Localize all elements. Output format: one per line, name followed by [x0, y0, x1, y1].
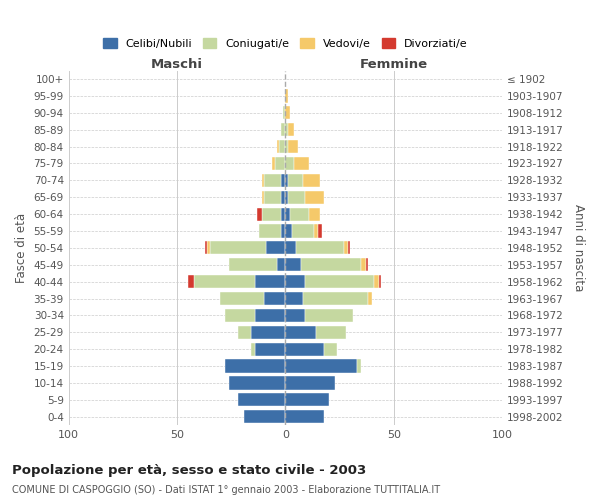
- Bar: [286, 326, 316, 339]
- Bar: [287, 190, 305, 204]
- Bar: [357, 360, 361, 372]
- Bar: [302, 292, 368, 305]
- Bar: [286, 309, 305, 322]
- Bar: [220, 292, 263, 305]
- Bar: [348, 242, 350, 254]
- Bar: [281, 190, 286, 204]
- Bar: [262, 190, 263, 204]
- Bar: [368, 292, 372, 305]
- Bar: [305, 275, 374, 288]
- Legend: Celibi/Nubili, Coniugati/e, Vedovi/e, Divorziati/e: Celibi/Nubili, Coniugati/e, Vedovi/e, Di…: [99, 34, 472, 54]
- Bar: [286, 342, 325, 356]
- Bar: [379, 275, 381, 288]
- Bar: [361, 258, 365, 272]
- Bar: [259, 224, 281, 237]
- Bar: [374, 275, 379, 288]
- Bar: [255, 342, 286, 356]
- Bar: [287, 123, 294, 136]
- Bar: [286, 140, 287, 153]
- Bar: [286, 224, 292, 237]
- Bar: [188, 275, 194, 288]
- Bar: [286, 275, 305, 288]
- Bar: [305, 190, 325, 204]
- Bar: [296, 242, 344, 254]
- Bar: [281, 208, 286, 220]
- Bar: [287, 174, 302, 187]
- Bar: [286, 190, 287, 204]
- Bar: [305, 309, 353, 322]
- Bar: [279, 140, 286, 153]
- Bar: [286, 360, 357, 372]
- Bar: [281, 123, 286, 136]
- Bar: [283, 106, 286, 120]
- Bar: [251, 342, 255, 356]
- Bar: [224, 360, 286, 372]
- Bar: [318, 224, 322, 237]
- Bar: [281, 224, 286, 237]
- Y-axis label: Anni di nascita: Anni di nascita: [572, 204, 585, 292]
- Bar: [286, 258, 301, 272]
- Bar: [263, 190, 281, 204]
- Bar: [229, 376, 286, 390]
- Bar: [287, 140, 298, 153]
- Bar: [244, 410, 286, 424]
- Bar: [286, 157, 294, 170]
- Text: Popolazione per età, sesso e stato civile - 2003: Popolazione per età, sesso e stato civil…: [12, 464, 366, 477]
- Bar: [238, 393, 286, 406]
- Bar: [286, 410, 325, 424]
- Bar: [262, 208, 281, 220]
- Bar: [229, 258, 277, 272]
- Bar: [286, 208, 290, 220]
- Bar: [309, 208, 320, 220]
- Bar: [275, 157, 286, 170]
- Bar: [251, 326, 286, 339]
- Bar: [286, 90, 287, 102]
- Bar: [286, 123, 287, 136]
- Bar: [290, 208, 309, 220]
- Bar: [255, 309, 286, 322]
- Bar: [302, 174, 320, 187]
- Bar: [194, 275, 255, 288]
- Text: COMUNE DI CASPOGGIO (SO) - Dati ISTAT 1° gennaio 2003 - Elaborazione TUTTITALIA.: COMUNE DI CASPOGGIO (SO) - Dati ISTAT 1°…: [12, 485, 440, 495]
- Bar: [294, 157, 309, 170]
- Bar: [325, 342, 337, 356]
- Bar: [286, 393, 329, 406]
- Text: Maschi: Maschi: [151, 58, 203, 70]
- Bar: [272, 157, 275, 170]
- Bar: [277, 258, 286, 272]
- Bar: [263, 174, 281, 187]
- Bar: [286, 106, 290, 120]
- Bar: [257, 208, 262, 220]
- Bar: [314, 224, 318, 237]
- Bar: [238, 326, 251, 339]
- Bar: [286, 376, 335, 390]
- Bar: [286, 292, 302, 305]
- Bar: [365, 258, 368, 272]
- Y-axis label: Fasce di età: Fasce di età: [15, 213, 28, 283]
- Bar: [286, 174, 287, 187]
- Bar: [316, 326, 346, 339]
- Bar: [277, 140, 279, 153]
- Bar: [205, 242, 208, 254]
- Bar: [262, 174, 263, 187]
- Bar: [255, 275, 286, 288]
- Bar: [292, 224, 314, 237]
- Text: Femmine: Femmine: [359, 58, 428, 70]
- Bar: [281, 174, 286, 187]
- Bar: [266, 242, 286, 254]
- Bar: [286, 242, 296, 254]
- Bar: [344, 242, 348, 254]
- Bar: [224, 309, 255, 322]
- Bar: [263, 292, 286, 305]
- Bar: [208, 242, 209, 254]
- Bar: [209, 242, 266, 254]
- Bar: [301, 258, 361, 272]
